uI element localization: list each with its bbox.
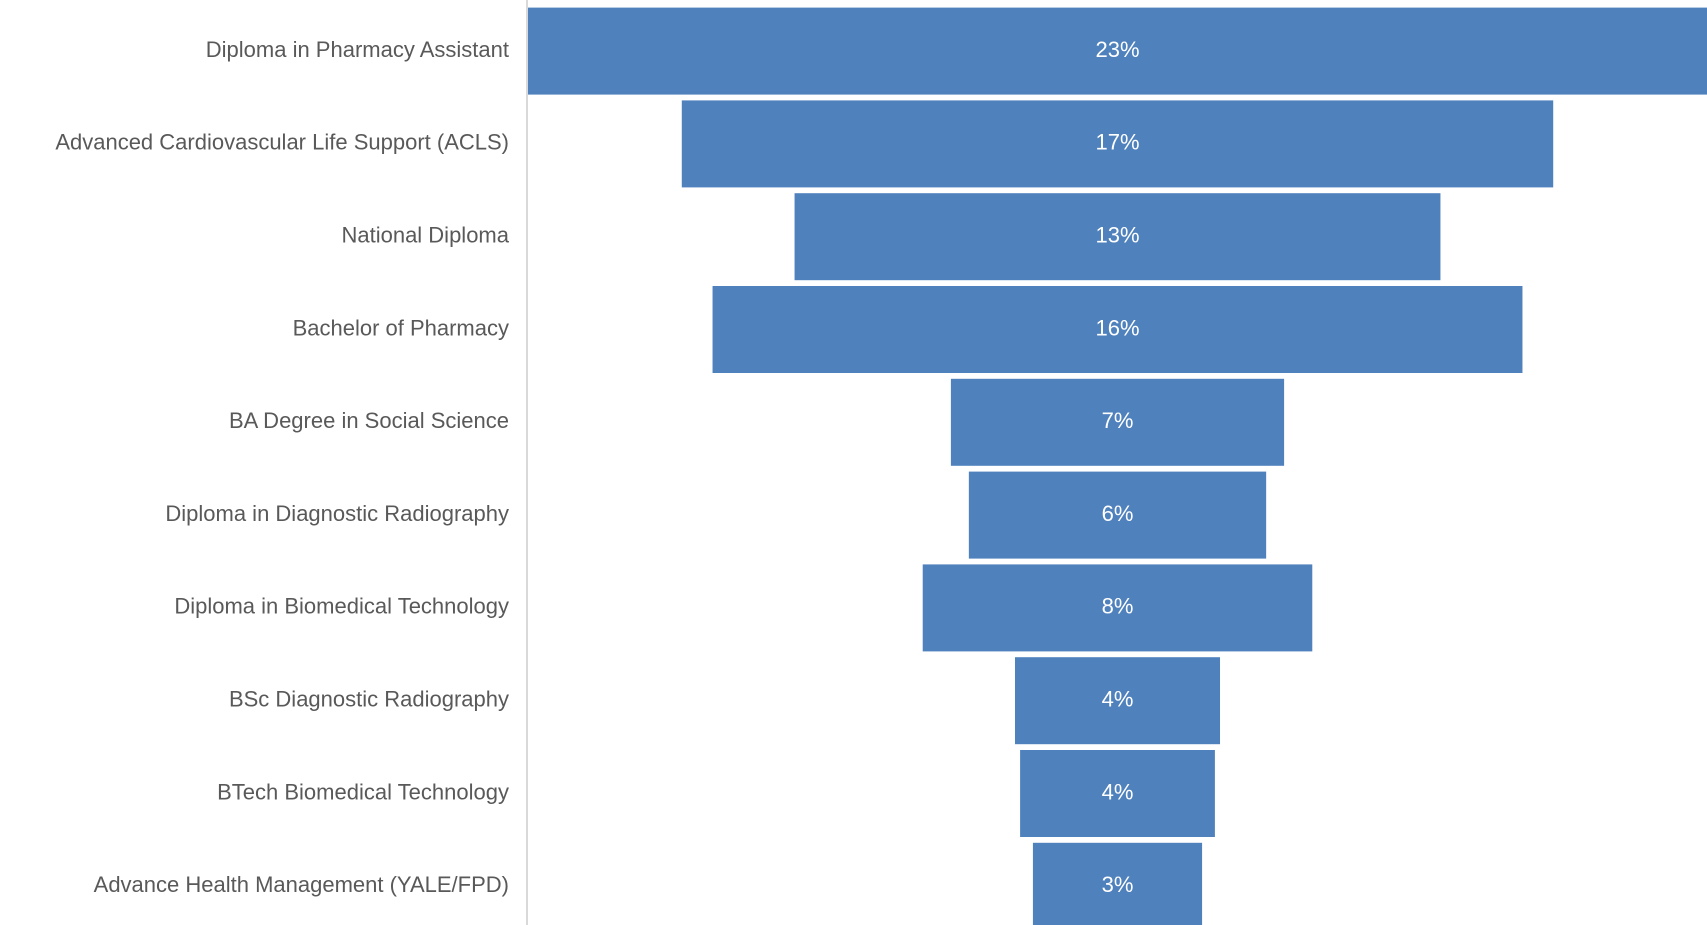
bar (1032, 842, 1203, 925)
category-label: Advance Health Management (YALE/FPD) (94, 872, 509, 897)
bar (950, 378, 1285, 466)
data-label: 3% (1102, 872, 1134, 897)
bar (528, 7, 1707, 95)
data-label: 4% (1102, 779, 1134, 804)
data-label: 4% (1102, 687, 1134, 712)
data-label: 6% (1102, 501, 1134, 526)
bar (1020, 750, 1215, 837)
bar (922, 564, 1313, 652)
category-label: BA Degree in Social Science (229, 408, 509, 433)
data-label: 16% (1095, 315, 1139, 340)
category-label: BTech Biomedical Technology (217, 779, 509, 804)
data-label: 13% (1095, 223, 1139, 248)
bar (1014, 657, 1221, 745)
data-label: 23% (1095, 37, 1139, 62)
category-label: National Diploma (341, 223, 509, 248)
data-label: 8% (1102, 594, 1134, 619)
data-label: 7% (1102, 408, 1134, 433)
category-label: Bachelor of Pharmacy (293, 315, 509, 340)
data-label: 17% (1095, 130, 1139, 155)
category-label: Advanced Cardiovascular Life Support (AC… (55, 130, 509, 155)
bar (794, 193, 1441, 281)
category-label: BSc Diagnostic Radiography (229, 687, 509, 712)
bar (712, 286, 1523, 373)
bar (968, 471, 1267, 559)
bar (681, 100, 1554, 188)
category-label: Diploma in Diagnostic Radiography (165, 501, 509, 526)
category-label: Diploma in Pharmacy Assistant (206, 37, 509, 62)
category-label: Diploma in Biomedical Technology (174, 594, 509, 619)
